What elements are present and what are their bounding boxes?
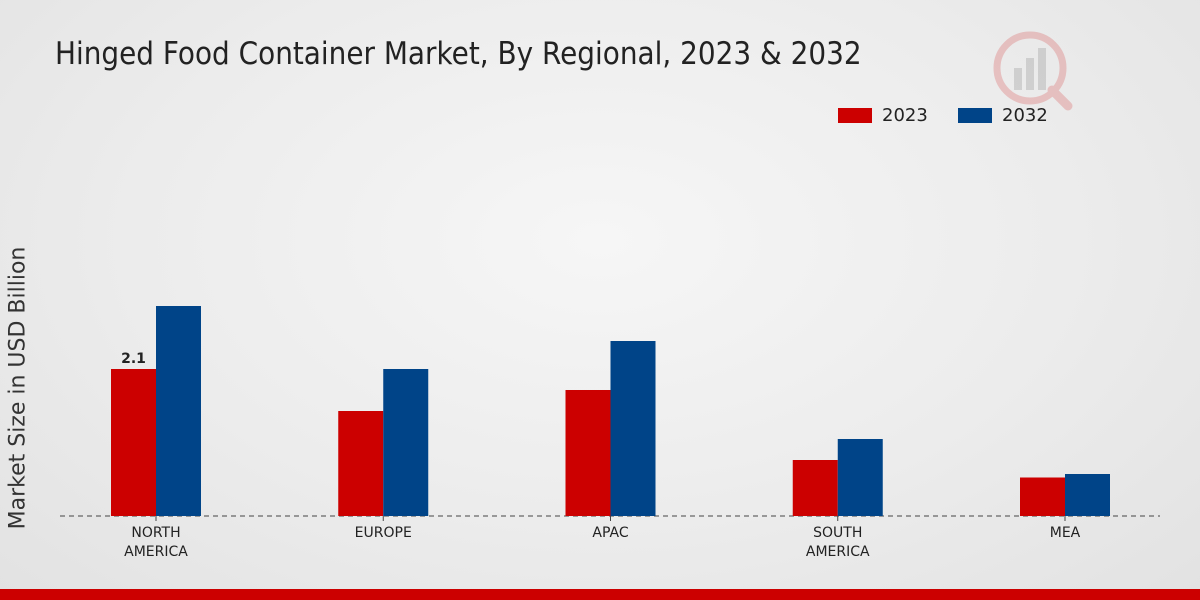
- bar-2032-north-america: [156, 306, 201, 516]
- bar-2032-mea: [1065, 474, 1110, 516]
- x-tick-label: MEA: [1049, 525, 1081, 541]
- legend-label-2023: 2023: [882, 104, 928, 126]
- bar-2032-south-america: [837, 439, 883, 516]
- legend-item-2023: 2023: [838, 104, 928, 126]
- legend-label-2032: 2032: [1002, 104, 1048, 126]
- chart-title: Hinged Food Container Market, By Regiona…: [55, 36, 862, 72]
- bar-2023-north-america: [111, 369, 156, 516]
- x-tick-label: EUROPE: [354, 525, 412, 541]
- bar-2023-apac: [565, 390, 611, 516]
- x-tick-label: APAC: [592, 525, 629, 541]
- bottom-accent-bar: [0, 589, 1200, 600]
- legend-item-2032: 2032: [958, 104, 1048, 126]
- bar-2032-europe: [383, 369, 429, 516]
- bar-2023-south-america: [792, 460, 838, 516]
- bar-2023-mea: [1020, 477, 1065, 516]
- legend-swatch-2023: [838, 107, 872, 123]
- bar-2032-apac: [610, 341, 656, 516]
- bar-2023-europe: [338, 411, 384, 516]
- chart-logo-icon: [993, 31, 1073, 111]
- legend-swatch-2032: [958, 107, 992, 123]
- x-tick-label: NORTH AMERICA: [124, 525, 188, 560]
- x-tick-label: SOUTH AMERICA: [805, 525, 870, 560]
- data-label: 2.1: [121, 351, 146, 367]
